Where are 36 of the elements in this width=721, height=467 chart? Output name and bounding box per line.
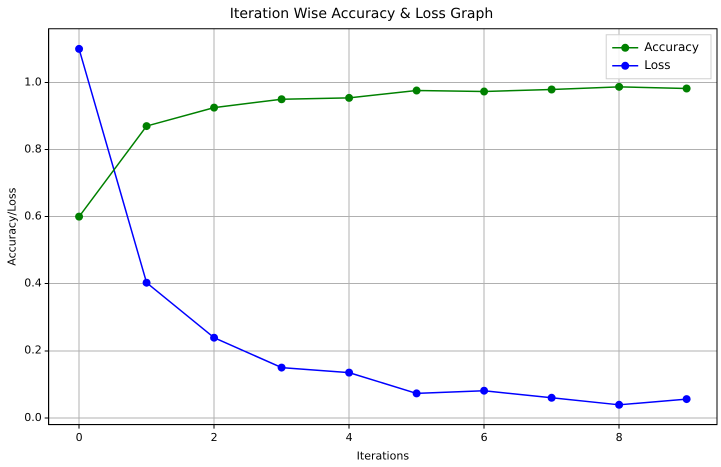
point <box>345 94 354 102</box>
legend-label: Accuracy <box>644 40 700 54</box>
chart-title: Iteration Wise Accuracy & Loss Graph <box>230 6 494 22</box>
point <box>142 278 151 287</box>
point <box>278 95 286 104</box>
x-tick-label: 2 <box>210 431 218 444</box>
point <box>480 386 488 395</box>
y-tick-label: 0.6 <box>24 209 42 222</box>
x-axis-title: Iterations <box>356 449 410 462</box>
point <box>345 368 354 377</box>
y-tick-label: 0.4 <box>24 276 42 290</box>
y-tick-label: 0.2 <box>24 344 42 357</box>
point <box>480 88 488 96</box>
point <box>142 122 151 130</box>
point <box>682 395 691 404</box>
point <box>75 212 84 221</box>
point <box>682 84 691 93</box>
point <box>412 389 421 398</box>
point <box>412 86 421 95</box>
y-tick-label: 1.0 <box>24 75 42 88</box>
x-tick-label: 8 <box>616 431 623 444</box>
y-tick-label: 0.0 <box>24 410 42 424</box>
x-tick-label: 0 <box>76 431 83 444</box>
point <box>278 364 286 372</box>
point <box>548 86 556 94</box>
point <box>210 104 218 112</box>
point <box>548 394 556 402</box>
point <box>210 334 218 342</box>
point <box>615 400 624 409</box>
x-tick-label: 6 <box>480 431 488 444</box>
point <box>615 82 624 91</box>
y-axis-title: Accuracy/Loss <box>5 187 18 266</box>
point <box>75 44 84 53</box>
y-tick-label: 0.8 <box>24 142 42 156</box>
x-tick-label: 4 <box>346 431 353 444</box>
legend-label: Loss <box>644 58 671 72</box>
